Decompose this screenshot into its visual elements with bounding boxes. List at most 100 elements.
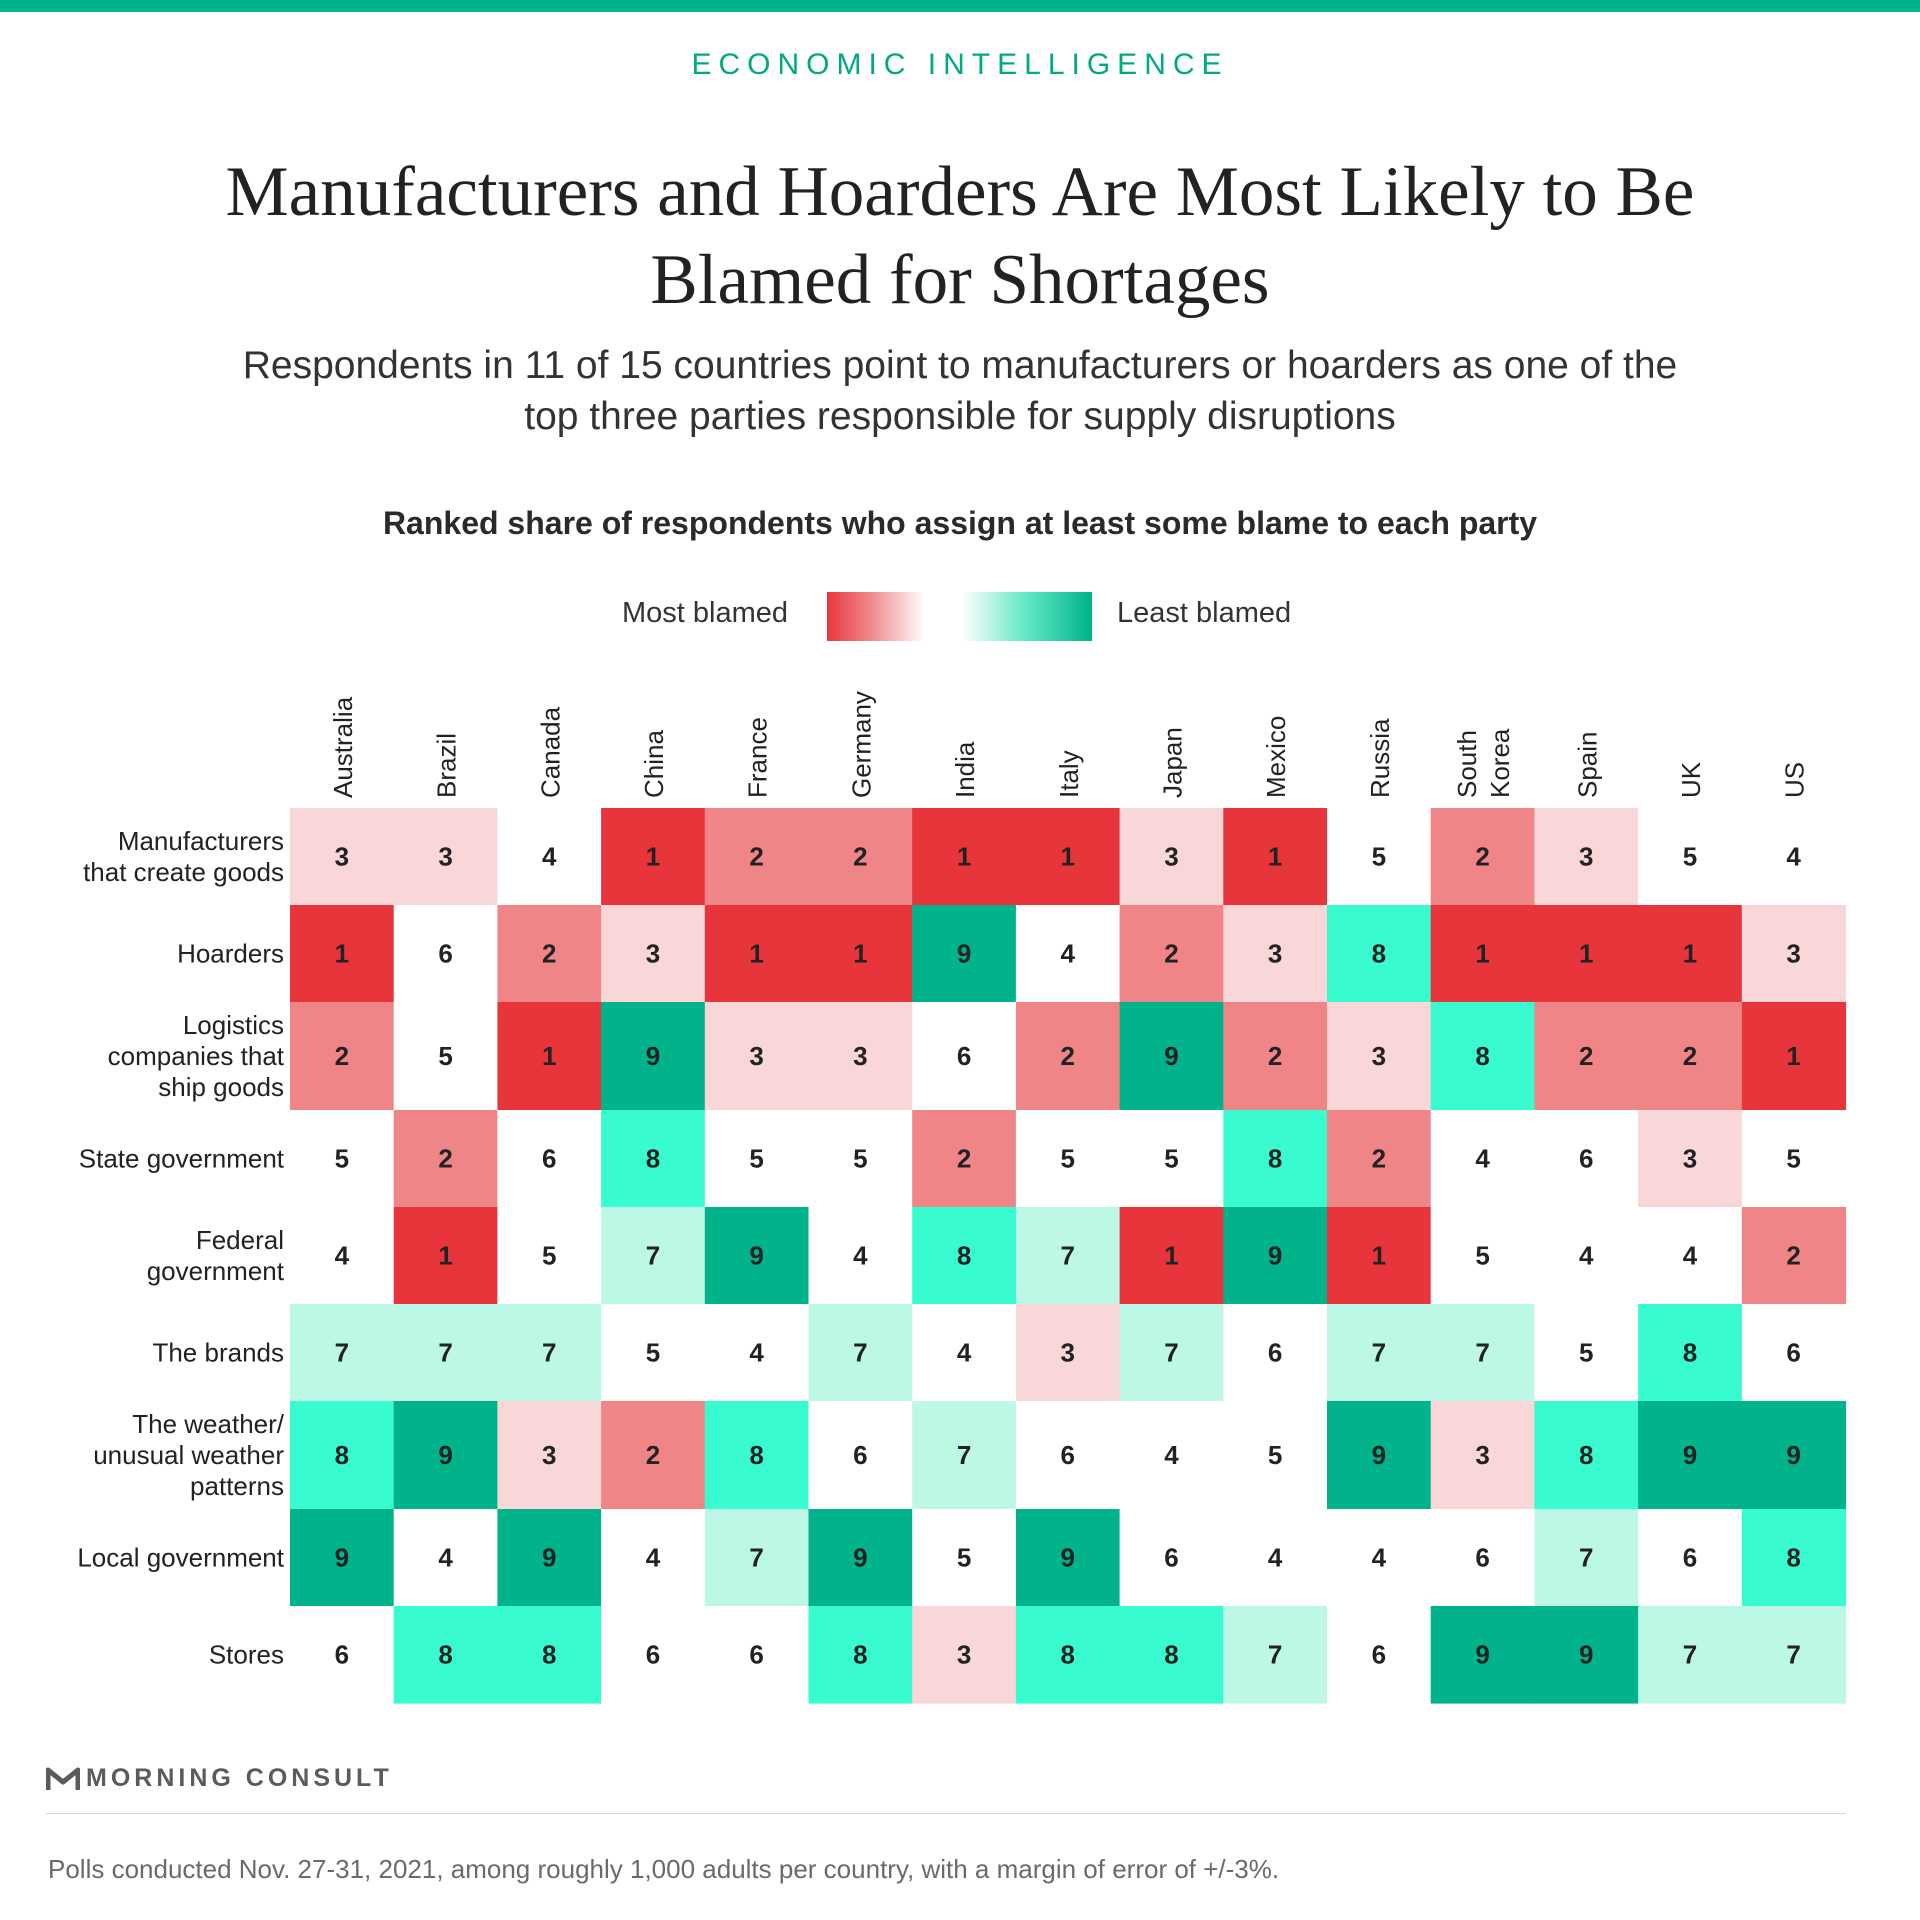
heatmap-cell-value: 5 (438, 1041, 452, 1071)
row-label: Stores (209, 1640, 284, 1670)
heatmap-cell (1119, 905, 1224, 1003)
heatmap-cell-value: 3 (957, 1640, 971, 1670)
heatmap-cell (1015, 1304, 1121, 1402)
heatmap-cell-value: 3 (1786, 939, 1800, 969)
heatmap-cell-value: 5 (335, 1144, 349, 1174)
heatmap-cell (1741, 1110, 1847, 1208)
heatmap-cell-value: 7 (646, 1241, 660, 1271)
heatmap-cell (1534, 1509, 1639, 1607)
heatmap-cell-value: 3 (1268, 939, 1282, 969)
heatmap-cell (808, 1606, 913, 1704)
heatmap-cell (1638, 1207, 1743, 1305)
heatmap-cell (912, 1304, 1017, 1402)
heatmap-cell (290, 1509, 395, 1607)
heatmap-cell-value: 6 (957, 1041, 971, 1071)
heatmap-cell-value: 3 (1579, 842, 1593, 872)
heatmap-cell-value: 7 (1164, 1338, 1178, 1368)
heatmap-cell (1741, 1304, 1847, 1402)
heatmap-cell (393, 905, 498, 1003)
heatmap-cell (497, 808, 602, 906)
heatmap-cell-value: 8 (1475, 1041, 1489, 1071)
heatmap-cell-value: 8 (1164, 1640, 1178, 1670)
heatmap-cell-value: 8 (1372, 939, 1386, 969)
heatmap-cell-value: 9 (542, 1543, 556, 1573)
heatmap-cell-value: 8 (542, 1640, 556, 1670)
heatmap-cell (704, 1207, 810, 1305)
heatmap-cell (1223, 1304, 1328, 1402)
heatmap-cell (1015, 1401, 1121, 1510)
heatmap-cell-value: 2 (542, 939, 556, 969)
heatmap-cell-value: 8 (438, 1640, 452, 1670)
heatmap-cell-value: 4 (542, 842, 557, 872)
heatmap-cell-value: 2 (646, 1440, 660, 1470)
heatmap-cell-value: 2 (853, 842, 867, 872)
heatmap-cell-value: 3 (646, 939, 660, 969)
heatmap-cell (497, 1110, 602, 1208)
heatmap-cell (1119, 1110, 1224, 1208)
heatmap-cell-value: 4 (335, 1241, 350, 1271)
heatmap-cell (1534, 1304, 1639, 1402)
heatmap-cell-value: 3 (1475, 1440, 1489, 1470)
top-accent-bar (0, 0, 1920, 12)
column-header-russia: Russia (1365, 718, 1395, 798)
heatmap-cell (1119, 1509, 1224, 1607)
heatmap-cell-value: 4 (1268, 1543, 1283, 1573)
row-label: Manufacturers that create goods (83, 826, 284, 887)
heatmap-cell-value: 9 (853, 1543, 867, 1573)
heatmap-cell-value: 7 (335, 1338, 349, 1368)
heatmap-cell-value: 7 (1579, 1543, 1593, 1573)
heatmap-cell (1327, 1606, 1432, 1704)
heatmap-cell-value: 2 (1786, 1241, 1800, 1271)
heatmap-cell (601, 808, 706, 906)
heatmap-cell (497, 1207, 602, 1305)
heatmap-cell (1534, 905, 1639, 1003)
brand-name: MORNING CONSULT (86, 1764, 393, 1792)
heatmap-cell-value: 6 (1164, 1543, 1178, 1573)
heatmap-cell (1430, 808, 1535, 906)
heatmap-cell-value: 9 (646, 1041, 660, 1071)
heatmap-cell (1223, 1606, 1328, 1704)
heatmap-cell-value: 2 (957, 1144, 971, 1174)
heatmap-chart: Australia Brazil Canada China France Germany I… (77, 691, 1847, 1704)
heatmap-cell (290, 1110, 395, 1208)
heatmap-cell (393, 1207, 498, 1305)
heatmap-cell (497, 1606, 602, 1704)
heatmap-cell-value: 1 (1579, 939, 1593, 969)
heatmap-cell (1015, 808, 1121, 906)
heatmap-cell-value: 6 (749, 1640, 763, 1670)
heatmap-cell-value: 5 (1061, 1144, 1075, 1174)
heatmap-cell-value: 1 (1061, 842, 1075, 872)
heatmap-cell-value: 8 (1683, 1338, 1697, 1368)
heatmap-cell (912, 1002, 1017, 1111)
heatmap-cell-value: 4 (438, 1543, 453, 1573)
heatmap-cell (290, 1207, 395, 1305)
heatmap-cell (1223, 1110, 1328, 1208)
heatmap-cell (808, 1110, 913, 1208)
heatmap-cell (1638, 1606, 1743, 1704)
heatmap-cell (1327, 808, 1432, 906)
legend-least-swatch (962, 592, 1092, 641)
heatmap-cell-value: 6 (335, 1640, 349, 1670)
heatmap-cell-value: 9 (1475, 1640, 1489, 1670)
heatmap-cell-value: 4 (1475, 1144, 1490, 1174)
row-label: Logistics companies that ship goods (108, 1010, 285, 1102)
heatmap-cell (393, 808, 498, 906)
row-label: The weather/unusual weather patterns (93, 1409, 285, 1501)
heatmap-cell (393, 1606, 498, 1704)
heatmap-cell (393, 1509, 498, 1607)
chart-title: Manufacturers and Hoarders Are Most Like… (225, 153, 1695, 319)
heatmap-cell (808, 1509, 913, 1607)
heatmap-cell-value: 5 (1164, 1144, 1178, 1174)
heatmap-cell (1327, 1304, 1432, 1402)
heatmap-cell-value: 8 (646, 1144, 660, 1174)
heatmap-cell-value: 3 (335, 842, 349, 872)
footnote: Polls conducted Nov. 27-31, 2021, among … (48, 1854, 1280, 1884)
heatmap-cell (704, 905, 810, 1003)
heatmap-cell-value: 8 (853, 1640, 867, 1670)
heatmap-cell-value: 9 (749, 1241, 763, 1271)
heatmap-cell-value: 9 (1061, 1543, 1075, 1573)
heatmap-cell (1430, 1509, 1535, 1607)
heatmap-cell (393, 1304, 498, 1402)
heatmap-cell-value: 7 (1786, 1640, 1800, 1670)
heatmap-cell (497, 905, 602, 1003)
